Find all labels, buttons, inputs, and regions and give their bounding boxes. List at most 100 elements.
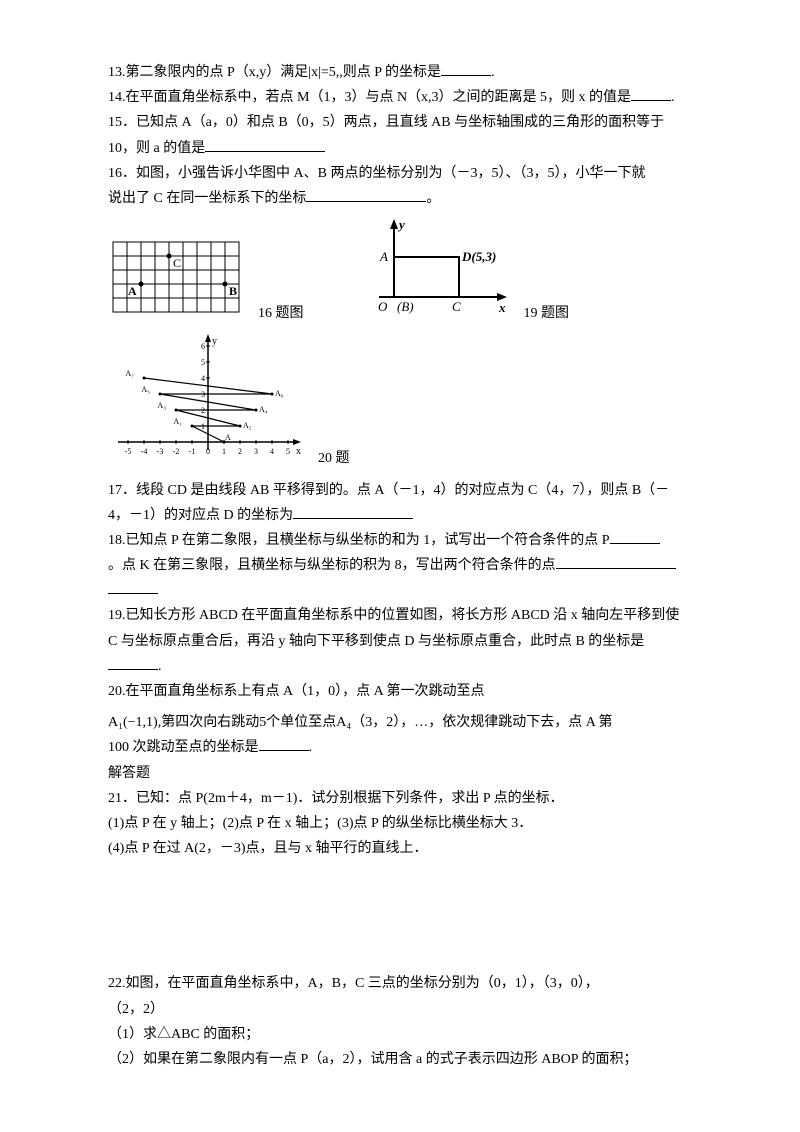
blank bbox=[441, 61, 491, 76]
q19a-text: 19.已知长方形 ABCD 在平面直角坐标系中的位置如图，将长方形 ABCD 沿… bbox=[108, 608, 679, 623]
question-17-line1: 17．线段 CD 是由线段 AB 平移得到的。点 A（－1，4）的对应点为 C（… bbox=[108, 478, 692, 503]
fig20-label: 20 题 bbox=[318, 446, 350, 471]
question-18-line2: 。点 K 在第三象限，且横坐标与纵坐标的积为 8，写出两个符合条件的点 bbox=[108, 553, 692, 578]
question-15-line1: 15．已知点 A（a，0）和点 B（0，5）两点，且直线 AB 与坐标轴围成的三… bbox=[108, 110, 692, 135]
q21c-text: (4)点 P 在过 A(2，－3)点，且与 x 轴平行的直线上． bbox=[108, 841, 428, 856]
blank bbox=[306, 187, 426, 202]
question-20-line3: 100 次跳动至点的坐标是. bbox=[108, 735, 692, 760]
svg-text:A₄: A₄ bbox=[259, 405, 268, 414]
q20a-text: 20.在平面直角坐标系上有点 A（1，0），点 A 第一次跳动至点 bbox=[108, 684, 484, 699]
question-17-line2: 4，－1）的对应点 D 的坐标为 bbox=[108, 503, 692, 528]
fig19-y: y bbox=[397, 217, 405, 232]
fig19-label: 19 题图 bbox=[524, 301, 570, 326]
figure-19: y x A D(5,3) O (B) C bbox=[364, 217, 514, 326]
svg-text:A₁: A₁ bbox=[173, 417, 182, 426]
q16b-text: 说出了 C 在同一坐标系下的坐标 bbox=[108, 191, 306, 206]
q20b-text: A₁(−1,1),第四次向右跳动5个单位至点A₄（3，2），…，依次规律跳动下去… bbox=[108, 715, 613, 730]
figures-row-2: y x -5-4-3 -2-10 123 45 123 456 bbox=[108, 332, 692, 471]
q15b-text: 10，则 a 的值是 bbox=[108, 141, 205, 156]
question-14: 14.在平面直角坐标系中，若点 M（1，3）与点 N（x,3）之间的距离是 5，… bbox=[108, 85, 692, 110]
question-15-line2: 10，则 a 的值是 bbox=[108, 136, 692, 161]
question-18-line3 bbox=[108, 578, 692, 603]
svg-text:-2: -2 bbox=[173, 447, 180, 456]
svg-text:6: 6 bbox=[201, 342, 205, 351]
q18a-text: 18.已知点 P 在第二象限，且横坐标与纵坐标的和为 1，试写出一个符合条件的点… bbox=[108, 533, 610, 548]
fig19-D: D(5,3) bbox=[461, 249, 496, 264]
figures-row-1: C A B 16 题图 y x A D(5,3) bbox=[108, 217, 692, 326]
figure-20: y x -5-4-3 -2-10 123 45 123 456 bbox=[108, 332, 308, 471]
blank bbox=[205, 137, 325, 152]
question-21-line1: 21．已知：点 P(2m＋4，m－1)．试分别根据下列条件，求出 P 点的坐标． bbox=[108, 786, 692, 811]
q21a-text: 21．已知：点 P(2m＋4，m－1)．试分别根据下列条件，求出 P 点的坐标． bbox=[108, 791, 564, 806]
fig16-C: C bbox=[173, 256, 181, 270]
question-22-line2: （2，2） bbox=[108, 997, 692, 1022]
svg-text:A₆: A₆ bbox=[275, 389, 284, 398]
question-19-line3: . bbox=[108, 654, 692, 679]
q20c-text: 100 次跳动至点的坐标是 bbox=[108, 740, 259, 755]
svg-text:4: 4 bbox=[201, 374, 205, 383]
q22c-text: （1）求△ABC 的面积； bbox=[108, 1027, 259, 1042]
question-18-line1: 18.已知点 P 在第二象限，且横坐标与纵坐标的和为 1，试写出一个符合条件的点… bbox=[108, 528, 692, 553]
solve-label: 解答题 bbox=[108, 766, 150, 781]
q22b-text: （2，2） bbox=[108, 1002, 164, 1017]
fig19-O: O bbox=[378, 299, 388, 314]
svg-text:0: 0 bbox=[206, 447, 210, 456]
q13-text: 13.第二象限内的点 P（x,y）满足|x|=5,,则点 P 的坐标是 bbox=[108, 65, 441, 80]
fig16-A: A bbox=[128, 284, 137, 298]
q19-tail: . bbox=[158, 659, 162, 674]
svg-text:-4: -4 bbox=[141, 447, 148, 456]
blank bbox=[108, 579, 158, 594]
fig19-x: x bbox=[498, 300, 506, 315]
svg-text:4: 4 bbox=[270, 447, 274, 456]
svg-text:3: 3 bbox=[254, 447, 258, 456]
fig19-A: A bbox=[379, 249, 388, 264]
q18b-text: 。点 K 在第三象限，且横坐标与纵坐标的积为 8，写出两个符合条件的点 bbox=[108, 558, 556, 573]
question-19-line2: C 与坐标原点重合后，再沿 y 轴向下平移到使点 D 与坐标原点重合，此时点 B… bbox=[108, 629, 692, 654]
q17b-text: 4，－1）的对应点 D 的坐标为 bbox=[108, 508, 293, 523]
q14-tail: . bbox=[671, 90, 675, 105]
question-13: 13.第二象限内的点 P（x,y）满足|x|=5,,则点 P 的坐标是. bbox=[108, 60, 692, 85]
q22d-text: （2）如果在第二象限内有一点 P（a，2），试用含 a 的式子表示四边形 ABO… bbox=[108, 1052, 638, 1067]
fig20-y: y bbox=[212, 336, 217, 347]
blank bbox=[556, 554, 676, 569]
spacer bbox=[108, 861, 692, 971]
svg-text:5: 5 bbox=[286, 447, 290, 456]
fig16-B: B bbox=[229, 284, 237, 298]
figure-16: C A B bbox=[108, 237, 248, 326]
question-22-line3: （1）求△ABC 的面积； bbox=[108, 1022, 692, 1047]
fig19-B: (B) bbox=[397, 299, 414, 314]
q16a-text: 16．如图，小强告诉小华图中 A、B 两点的坐标分别为（－3，5）、（3，5），… bbox=[108, 166, 645, 181]
svg-text:-3: -3 bbox=[157, 447, 164, 456]
document-page: 13.第二象限内的点 P（x,y）满足|x|=5,,则点 P 的坐标是. 14.… bbox=[0, 0, 800, 1112]
blank bbox=[293, 504, 413, 519]
question-16-line2: 说出了 C 在同一坐标系下的坐标 。 bbox=[108, 186, 692, 211]
fig19-C: C bbox=[452, 299, 461, 314]
svg-text:A₅: A₅ bbox=[141, 385, 150, 394]
q16-tail: 。 bbox=[426, 191, 440, 206]
question-22-line1: 22.如图，在平面直角坐标系中，A，B，C 三点的坐标分别为（0，1），（3，0… bbox=[108, 971, 692, 996]
q21b-text: (1)点 P 在 y 轴上；(2)点 P 在 x 轴上；(3)点 P 的纵坐标比… bbox=[108, 816, 532, 831]
svg-text:A: A bbox=[225, 433, 231, 442]
svg-text:A₇: A₇ bbox=[125, 369, 134, 378]
question-16-line1: 16．如图，小强告诉小华图中 A、B 两点的坐标分别为（－3，5）、（3，5），… bbox=[108, 161, 692, 186]
svg-text:A₂: A₂ bbox=[243, 421, 252, 430]
question-19-line1: 19.已知长方形 ABCD 在平面直角坐标系中的位置如图，将长方形 ABCD 沿… bbox=[108, 603, 692, 628]
blank bbox=[108, 655, 158, 670]
fig16-label: 16 题图 bbox=[258, 301, 304, 326]
svg-text:1: 1 bbox=[222, 447, 226, 456]
blank bbox=[610, 529, 660, 544]
q20-tail: . bbox=[309, 740, 313, 755]
svg-text:-1: -1 bbox=[189, 447, 196, 456]
svg-text:-5: -5 bbox=[125, 447, 132, 456]
q14-text: 14.在平面直角坐标系中，若点 M（1，3）与点 N（x,3）之间的距离是 5，… bbox=[108, 90, 631, 105]
q13-tail: . bbox=[491, 65, 495, 80]
q22a-text: 22.如图，在平面直角坐标系中，A，B，C 三点的坐标分别为（0，1），（3，0… bbox=[108, 976, 599, 991]
svg-text:2: 2 bbox=[238, 447, 242, 456]
svg-text:5: 5 bbox=[201, 358, 205, 367]
fig20-x: x bbox=[296, 446, 301, 457]
question-22-line4: （2）如果在第二象限内有一点 P（a，2），试用含 a 的式子表示四边形 ABO… bbox=[108, 1047, 692, 1072]
question-21-line3: (4)点 P 在过 A(2，－3)点，且与 x 轴平行的直线上． bbox=[108, 836, 692, 861]
q17a-text: 17．线段 CD 是由线段 AB 平移得到的。点 A（－1，4）的对应点为 C（… bbox=[108, 483, 669, 498]
question-20-line1: 20.在平面直角坐标系上有点 A（1，0），点 A 第一次跳动至点 bbox=[108, 679, 692, 704]
q19b-text: C 与坐标原点重合后，再沿 y 轴向下平移到使点 D 与坐标原点重合，此时点 B… bbox=[108, 634, 644, 649]
